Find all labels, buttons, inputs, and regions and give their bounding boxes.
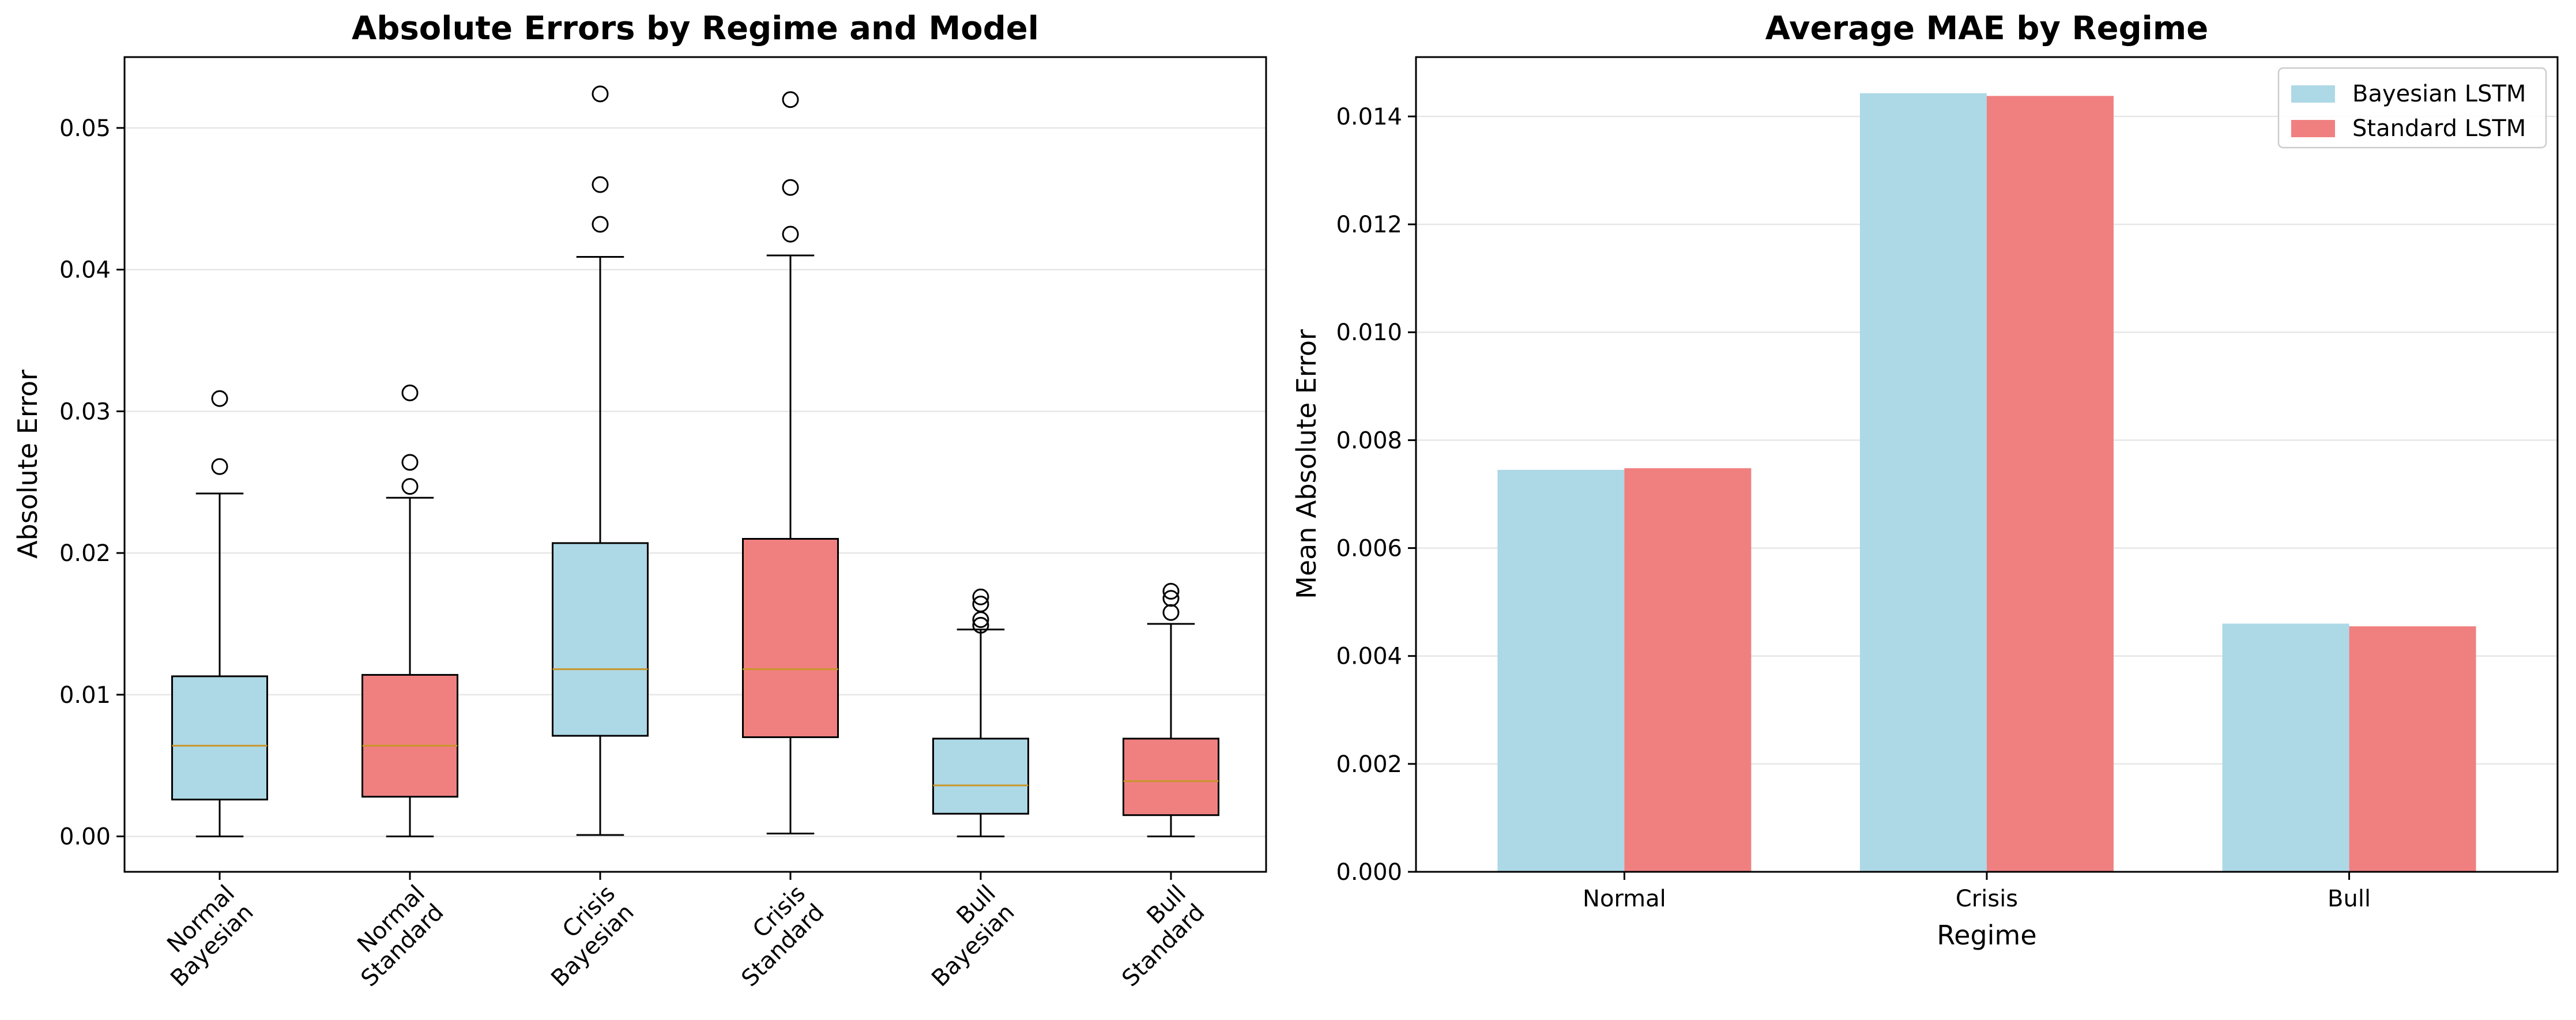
bar-chart-frame xyxy=(1415,56,2559,873)
bar-chart-x-axis-label: Regime xyxy=(1937,920,2036,951)
bar-chart-y-tick-label: 0.014 xyxy=(1336,104,1402,130)
box-outlier-point xyxy=(782,225,799,243)
bar-standard-lstm xyxy=(1624,468,1752,872)
box-plot-frame xyxy=(123,56,1267,873)
box-body xyxy=(171,675,268,801)
box-outlier-point xyxy=(401,384,419,401)
box-outlier-point xyxy=(782,91,799,108)
box-group xyxy=(171,390,268,838)
bar-chart-x-tick-label: Normal xyxy=(1583,886,1666,912)
box-outlier-point xyxy=(211,458,228,475)
box-group xyxy=(1123,582,1219,838)
bar-chart-y-tick-label: 0.002 xyxy=(1336,751,1402,778)
bar-standard-lstm xyxy=(1987,96,2114,872)
bar-chart-y-axis-label: Mean Absolute Error xyxy=(1291,329,1322,599)
box-group xyxy=(552,85,649,836)
bar-chart-x-tick-label: Crisis xyxy=(1956,886,2018,912)
bar-bayesian-lstm xyxy=(1497,469,1625,872)
box-plot-marks xyxy=(171,85,1219,838)
bar-chart-y-tick-label: 0.006 xyxy=(1336,536,1402,562)
box-group xyxy=(361,384,458,838)
bar-chart-y-tick-label: 0.000 xyxy=(1336,859,1402,886)
box-outlier-point xyxy=(972,616,989,634)
bar-chart-x-ticks: Normal Crisis Bull xyxy=(1583,872,2371,912)
box-plot-gridlines xyxy=(125,127,1266,837)
legend-label: Standard LSTM xyxy=(2352,115,2526,142)
box-outlier-point xyxy=(1162,582,1180,600)
bar-chart-marks xyxy=(1497,93,2476,872)
bar-chart-legend: Bayesian LSTM Standard LSTM xyxy=(2277,67,2547,149)
legend-box xyxy=(2277,67,2547,149)
legend-swatch xyxy=(2291,85,2335,103)
box-plot-y-tick-label: 0.01 xyxy=(59,682,111,709)
box-body xyxy=(742,538,839,739)
box-plot-title: Absolute Errors by Regime and Model xyxy=(352,10,1039,47)
box-group xyxy=(932,588,1029,838)
box-body xyxy=(361,673,458,798)
legend-label: Bayesian LSTM xyxy=(2352,81,2526,107)
box-outlier-point xyxy=(592,216,609,233)
bar-bayesian-lstm xyxy=(1860,93,1987,872)
box-outlier-point xyxy=(211,390,228,407)
box-body xyxy=(932,737,1029,815)
box-plot-y-tick-label: 0.03 xyxy=(59,398,111,425)
box-group xyxy=(742,91,839,835)
box-body xyxy=(1123,737,1219,816)
bar-chart-y-ticks: 0.000 0.002 0.004 0.006 0.008 0.010 0.012 0.014 xyxy=(1336,104,1416,886)
box-plot-y-ticks: 0.00 0.01 0.02 0.03 0.04 0.05 xyxy=(59,115,125,850)
bar-bayesian-lstm xyxy=(2222,623,2349,872)
bar-chart-y-tick-label: 0.012 xyxy=(1336,212,1402,238)
bar-chart-y-tick-label: 0.010 xyxy=(1336,319,1402,346)
bar-standard-lstm xyxy=(2349,626,2476,872)
bar-chart-x-tick-label: Bull xyxy=(2328,886,2371,912)
box-plot-y-tick-label: 0.00 xyxy=(59,824,111,850)
box-plot-y-tick-label: 0.02 xyxy=(59,540,111,567)
box-plot-y-tick-label: 0.05 xyxy=(59,115,111,142)
box-outlier-point xyxy=(592,85,609,103)
box-plot-y-axis-label: Absolute Error xyxy=(12,370,43,559)
box-outlier-point xyxy=(782,179,799,196)
box-outlier-point xyxy=(401,454,419,471)
box-outlier-point xyxy=(1162,590,1180,607)
bar-chart-y-tick-label: 0.008 xyxy=(1336,427,1402,454)
box-outlier-point xyxy=(592,176,609,193)
bar-chart-y-tick-label: 0.004 xyxy=(1336,643,1402,670)
box-outlier-point xyxy=(972,588,989,605)
box-body xyxy=(552,542,649,737)
bar-chart-panel: 0.000 0.002 0.004 0.006 0.008 0.010 0.012 0.014… xyxy=(1291,10,2559,951)
box-plot-y-tick-label: 0.04 xyxy=(59,257,111,284)
bar-chart-title: Average MAE by Regime xyxy=(1765,10,2208,47)
box-outlier-point xyxy=(401,478,419,495)
box-outlier-point xyxy=(972,596,989,613)
legend-swatch xyxy=(2291,120,2335,137)
